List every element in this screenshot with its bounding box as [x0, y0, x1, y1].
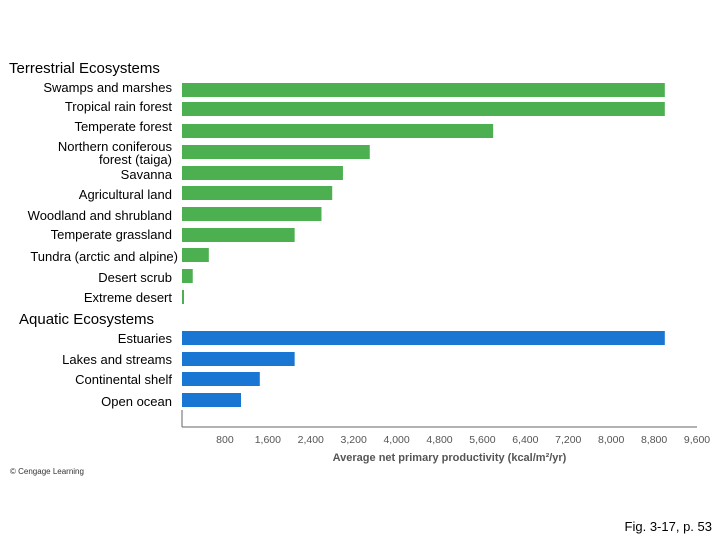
category-label: Agricultural land	[79, 187, 172, 202]
category-label: Tropical rain forest	[65, 99, 173, 114]
category-label: Open ocean	[101, 394, 172, 409]
x-tick-label: 4,000	[383, 434, 409, 446]
x-axis-title: Average net primary productivity (kcal/m…	[333, 452, 567, 464]
x-tick-label: 3,200	[341, 434, 367, 446]
category-label: Woodland and shrubland	[28, 208, 172, 223]
category-label: Continental shelf	[75, 372, 172, 387]
category-label: Northern coniferous forest (taiga)	[58, 139, 173, 167]
aquatic-group-title: Aquatic Ecosystems	[19, 311, 154, 328]
bar	[182, 352, 295, 366]
bar	[182, 166, 343, 180]
x-tick-label: 6,400	[512, 434, 538, 446]
category-label: Desert scrub	[98, 270, 172, 285]
bar	[182, 186, 333, 200]
category-label: Temperate grassland	[51, 227, 172, 242]
bar	[182, 83, 665, 97]
bar	[182, 248, 209, 262]
x-tick-label: 9,600	[684, 434, 710, 446]
x-tick-label: 2,400	[298, 434, 324, 446]
bar	[182, 145, 370, 159]
category-label: Extreme desert	[84, 290, 173, 305]
bar	[182, 372, 260, 386]
category-label: Estuaries	[118, 331, 173, 346]
terrestrial-group-title: Terrestrial Ecosystems	[9, 60, 160, 77]
x-tick-label: 5,600	[469, 434, 495, 446]
figure-caption: Fig. 3-17, p. 53	[624, 519, 712, 534]
bar	[182, 269, 193, 283]
bar	[182, 124, 494, 138]
bar	[182, 331, 665, 345]
bar	[182, 393, 242, 407]
x-tick-label: 4,800	[426, 434, 452, 446]
credit-text: © Cengage Learning	[10, 467, 84, 476]
category-label: Lakes and streams	[62, 352, 172, 367]
bar	[182, 290, 184, 304]
x-tick-labels: 800 1,600 2,400 3,200 4,000 4,800 5,600 6,400 7,…	[216, 434, 710, 446]
x-tick-label: 800	[216, 434, 234, 446]
category-label: Swamps and marshes	[43, 80, 172, 95]
x-tick-label: 1,600	[255, 434, 281, 446]
category-label: Savanna	[121, 167, 173, 182]
bar	[182, 228, 295, 242]
category-label: Temperate forest	[74, 119, 172, 134]
bar	[182, 207, 322, 221]
bars-layer: Terrestrial Ecosystems Swamps and marshes…	[9, 60, 665, 409]
x-tick-label: 8,800	[641, 434, 667, 446]
category-label: Tundra (arctic and alpine)	[30, 249, 178, 264]
x-tick-label: 8,000	[598, 434, 624, 446]
x-tick-label: 7,200	[555, 434, 581, 446]
bar	[182, 102, 665, 116]
